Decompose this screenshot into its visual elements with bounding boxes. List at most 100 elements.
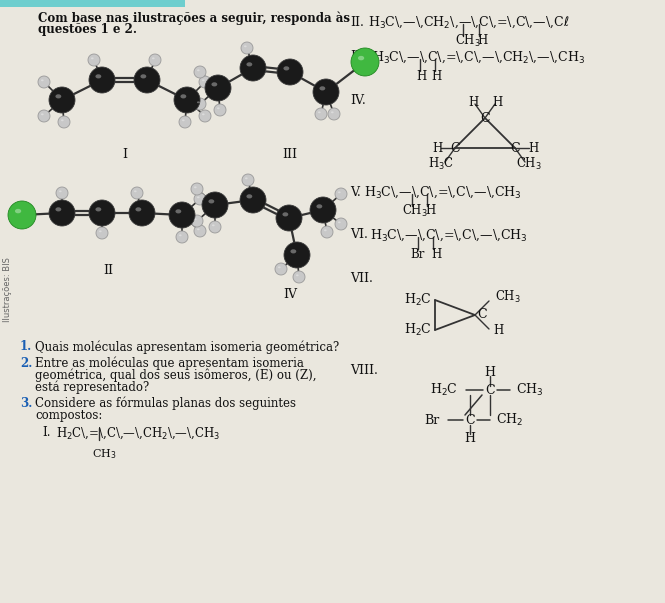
Text: II: II [103,264,113,277]
Ellipse shape [244,45,247,47]
Circle shape [176,231,188,243]
Ellipse shape [41,113,44,115]
Circle shape [293,271,305,283]
Ellipse shape [324,229,327,232]
Ellipse shape [338,191,340,194]
Circle shape [242,174,254,186]
Ellipse shape [208,199,214,203]
Circle shape [58,116,70,128]
Circle shape [328,108,340,120]
Ellipse shape [197,229,200,230]
Text: H$_3$C: H$_3$C [428,156,454,172]
Ellipse shape [291,249,297,253]
Text: III.: III. [350,51,369,63]
Text: C: C [477,309,487,321]
Text: III: III [283,148,297,162]
Ellipse shape [41,80,44,81]
Text: CH$_3$: CH$_3$ [402,203,428,219]
Text: H: H [425,204,436,218]
Circle shape [89,67,115,93]
Ellipse shape [197,69,200,71]
Text: geométrica, qual dos seus isômeros, (E) ou (Z),: geométrica, qual dos seus isômeros, (E) … [35,369,317,382]
Circle shape [214,104,226,116]
Ellipse shape [99,230,102,232]
Text: Entre as moléculas que apresentam isomeria: Entre as moléculas que apresentam isomer… [35,357,304,370]
Circle shape [194,193,206,205]
Ellipse shape [318,112,321,113]
Text: CH$_3$: CH$_3$ [495,289,521,305]
Ellipse shape [212,224,215,226]
Circle shape [89,200,115,226]
Ellipse shape [194,186,197,188]
Text: V.: V. [350,186,360,198]
Ellipse shape [247,62,252,66]
Ellipse shape [338,221,340,223]
Circle shape [38,76,50,88]
Text: H$_2$C: H$_2$C [404,322,432,338]
Ellipse shape [202,80,205,81]
Circle shape [194,66,206,78]
Ellipse shape [176,209,182,213]
Ellipse shape [197,101,200,103]
Text: H: H [432,142,442,154]
Ellipse shape [180,94,186,98]
Text: H$_2$C\,=\,C\,—\,CH$_2$\,—\,CH$_3$: H$_2$C\,=\,C\,—\,CH$_2$\,—\,CH$_3$ [56,426,220,441]
Text: H: H [416,69,426,83]
Ellipse shape [59,191,62,192]
Text: compostos:: compostos: [35,409,102,422]
Ellipse shape [283,212,289,216]
Ellipse shape [245,177,247,179]
Text: C: C [485,384,495,397]
Circle shape [351,48,379,76]
Ellipse shape [278,267,281,268]
Circle shape [335,218,347,230]
Ellipse shape [55,94,61,98]
Text: C: C [465,414,475,426]
Text: questões 1 e 2.: questões 1 e 2. [38,24,137,37]
Circle shape [8,201,36,229]
Text: H: H [492,95,502,109]
Text: 1.: 1. [20,340,32,353]
Circle shape [277,59,303,85]
Circle shape [96,227,108,239]
Text: H$_3$C\,—\,C\,=\,C\,—\,CH$_3$: H$_3$C\,—\,C\,=\,C\,—\,CH$_3$ [370,227,528,243]
Ellipse shape [61,119,64,121]
Text: H: H [431,247,442,260]
Ellipse shape [179,235,182,236]
Ellipse shape [296,274,299,276]
Ellipse shape [283,66,289,71]
Text: I: I [122,148,128,162]
Text: Ilustrações: BIS: Ilustrações: BIS [3,257,13,323]
Text: CH$_3$: CH$_3$ [455,33,481,49]
Circle shape [129,200,155,226]
Text: H: H [528,142,538,154]
Text: H$_3$C\,—\,C\,=\,C\,—\,CH$_3$: H$_3$C\,—\,C\,=\,C\,—\,CH$_3$ [364,185,521,200]
Circle shape [191,183,203,195]
Circle shape [49,200,75,226]
Circle shape [315,108,327,120]
Text: II.: II. [350,16,364,28]
Text: VIII.: VIII. [350,364,378,376]
Circle shape [202,192,228,218]
Text: C: C [480,112,490,124]
Ellipse shape [134,191,137,192]
Ellipse shape [331,112,334,113]
Ellipse shape [55,207,61,212]
Text: H: H [464,432,475,444]
Text: Considere as fórmulas planas dos seguintes: Considere as fórmulas planas dos seguint… [35,397,296,411]
Text: 2.: 2. [20,357,33,370]
Circle shape [169,202,195,228]
Circle shape [310,197,336,223]
Text: CH$_3$: CH$_3$ [516,156,542,172]
Text: H$_3$C\,—\,C\,=\,C\,—\,CH$_2$\,—\,CH$_3$: H$_3$C\,—\,C\,=\,C\,—\,CH$_2$\,—\,CH$_3$ [372,49,585,65]
Circle shape [284,242,310,268]
Text: Com base nas ilustrações a seguir, responda às: Com base nas ilustrações a seguir, respo… [38,11,350,25]
Circle shape [240,55,266,81]
Text: I.: I. [42,426,51,439]
Ellipse shape [197,197,200,198]
Text: CH$_3$: CH$_3$ [516,382,543,398]
Circle shape [191,215,203,227]
Ellipse shape [217,107,219,109]
Ellipse shape [182,119,185,121]
Text: Quais moléculas apresentam isomeria geométrica?: Quais moléculas apresentam isomeria geom… [35,340,339,353]
